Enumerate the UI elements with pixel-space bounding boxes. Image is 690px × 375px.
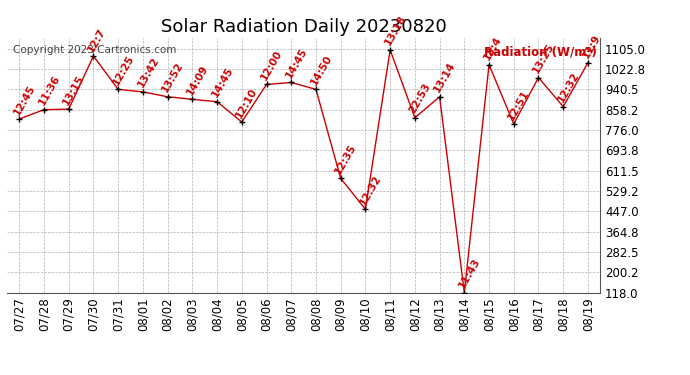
Text: 12:32: 12:32 xyxy=(358,173,383,207)
Text: 13:25: 13:25 xyxy=(531,41,556,75)
Text: 13:52: 13:52 xyxy=(160,61,186,94)
Text: 13:18: 13:18 xyxy=(383,14,408,47)
Text: 13:15: 13:15 xyxy=(61,73,86,106)
Text: 12:51: 12:51 xyxy=(506,88,531,122)
Text: 13:4: 13:4 xyxy=(482,35,503,62)
Text: 12:10: 12:10 xyxy=(235,86,259,120)
Text: 12:00: 12:00 xyxy=(259,48,284,82)
Text: 12:7: 12:7 xyxy=(86,26,108,54)
Text: 11:36: 11:36 xyxy=(37,74,62,107)
Text: Radiation (W/m²): Radiation (W/m²) xyxy=(484,45,598,58)
Text: 12:45: 12:45 xyxy=(12,83,37,117)
Text: 14:50: 14:50 xyxy=(308,53,334,87)
Text: 12:32: 12:32 xyxy=(555,70,581,104)
Title: Solar Radiation Daily 20230820: Solar Radiation Daily 20230820 xyxy=(161,18,446,36)
Text: 14:09: 14:09 xyxy=(185,63,210,97)
Text: 22:53: 22:53 xyxy=(407,82,433,116)
Text: 14:45: 14:45 xyxy=(210,65,235,99)
Text: 12:25: 12:25 xyxy=(110,53,136,87)
Text: 12:35: 12:35 xyxy=(333,142,359,176)
Text: Copyright 2023 Cartronics.com: Copyright 2023 Cartronics.com xyxy=(13,45,176,55)
Text: 14:45: 14:45 xyxy=(284,46,309,80)
Text: 11:9: 11:9 xyxy=(580,33,602,60)
Text: 13:14: 13:14 xyxy=(432,60,457,94)
Text: 13:42: 13:42 xyxy=(135,56,161,89)
Text: 11:43: 11:43 xyxy=(457,256,482,290)
